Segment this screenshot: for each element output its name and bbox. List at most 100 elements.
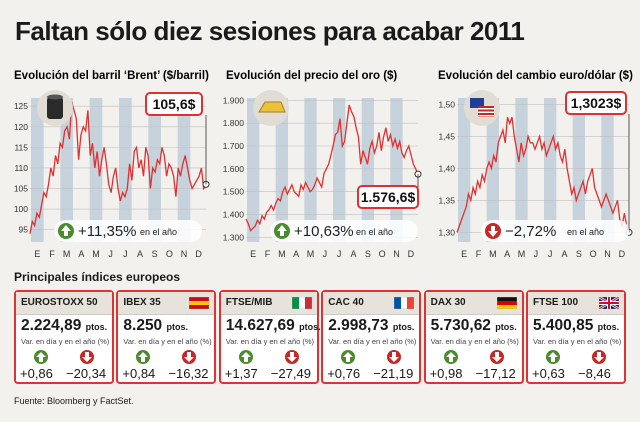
index-points: 8.250 bbox=[123, 317, 163, 334]
month-label: J bbox=[548, 249, 553, 259]
month-label: M bbox=[63, 249, 71, 259]
day-change: +0,98 bbox=[429, 366, 463, 381]
callout-box bbox=[145, 92, 203, 116]
flag-band bbox=[496, 305, 517, 309]
arrow-down-icon bbox=[182, 350, 197, 364]
chart-title: Evolución del precio del oro ($) bbox=[226, 70, 397, 82]
arrow-down-icon bbox=[489, 350, 504, 364]
card-header: FTSE 100 bbox=[528, 292, 624, 315]
us-stripe bbox=[478, 108, 494, 110]
month-label: M bbox=[489, 249, 497, 259]
month-label: A bbox=[137, 249, 143, 259]
variation-caption: Var. en día y en el año (%) bbox=[225, 337, 315, 346]
arrow-glyph bbox=[548, 352, 558, 362]
arrow-up-icon bbox=[34, 350, 48, 364]
callout-box bbox=[565, 91, 627, 115]
month-label: S bbox=[576, 249, 582, 259]
month-band bbox=[275, 98, 288, 242]
chart-2: Evolución del precio del oro ($)E F M A M J J A… bbox=[223, 70, 422, 259]
variation-caption: Var. en día y en el año (%) bbox=[533, 337, 622, 346]
month-label: F bbox=[476, 249, 482, 259]
month-band bbox=[31, 98, 44, 242]
series-line bbox=[29, 101, 207, 234]
arrow-glyph bbox=[240, 352, 251, 362]
arrow-shape bbox=[240, 352, 251, 362]
callout-value: 1,3023$ bbox=[571, 95, 622, 111]
arrow-glyph bbox=[138, 352, 149, 362]
germany-flag-icon bbox=[496, 297, 517, 309]
index-value: 14.627,69 ptos. bbox=[226, 317, 321, 335]
tick-label: 1,30 bbox=[438, 227, 455, 237]
index-name: FTSE 100 bbox=[533, 297, 579, 308]
month-label: A bbox=[350, 249, 356, 259]
arrow-glyph bbox=[61, 225, 71, 236]
tick-label: 1.800 bbox=[223, 118, 245, 128]
month-label: A bbox=[504, 249, 510, 259]
variation-caption: Var. en día y en el año (%) bbox=[430, 337, 519, 346]
month-band bbox=[247, 98, 260, 242]
month-band bbox=[572, 98, 585, 242]
month-band bbox=[486, 98, 499, 242]
month-band bbox=[177, 98, 191, 242]
index-unit: ptos. bbox=[495, 322, 517, 332]
index-unit: ptos. bbox=[392, 322, 415, 332]
arrow-shape bbox=[138, 352, 149, 362]
index-name: EUROSTOXX 50 bbox=[21, 297, 98, 308]
month-label: S bbox=[365, 249, 371, 259]
us-stripe bbox=[478, 111, 494, 113]
eu-flag bbox=[470, 98, 484, 108]
callout-box bbox=[357, 185, 419, 209]
month-label: O bbox=[379, 249, 386, 259]
month-label: E bbox=[34, 249, 40, 259]
variation-caption: Var. en día y en el año (%) bbox=[21, 337, 110, 346]
index-points: 2.224,89 bbox=[21, 317, 82, 334]
arrow-up-icon bbox=[136, 350, 151, 364]
month-band bbox=[515, 98, 528, 242]
day-change: +0,84 bbox=[122, 366, 156, 381]
tick-label: 1.300 bbox=[223, 232, 245, 242]
year-change: −21,19 bbox=[373, 366, 414, 381]
arrow-glyph bbox=[594, 352, 604, 362]
index-points: 2.998,73 bbox=[328, 317, 389, 334]
index-name: FTSE/MIB bbox=[225, 297, 273, 308]
callout-value: 1.576,6$ bbox=[361, 189, 416, 205]
index-name: DAX 30 bbox=[430, 297, 466, 308]
chart-title: Evolución del barril ‘Brent’ ($/barril) bbox=[14, 70, 209, 82]
month-label: A bbox=[561, 249, 567, 259]
barrel-body bbox=[47, 97, 63, 119]
source-note: Fuente: Bloomberg y FactSet. bbox=[14, 396, 134, 406]
barrel-top bbox=[47, 94, 63, 100]
month-label: N bbox=[181, 249, 188, 259]
change-value: +11,35% bbox=[78, 223, 137, 240]
month-label: S bbox=[152, 249, 158, 259]
callout-value: 105,6$ bbox=[153, 96, 196, 112]
flag-band bbox=[189, 297, 210, 301]
change-pill bbox=[54, 220, 202, 242]
arrow-glyph bbox=[491, 352, 502, 362]
arrow-shape bbox=[445, 352, 456, 362]
index-card: EUROSTOXX 50 2.224,89 ptos. Var. en día … bbox=[14, 290, 114, 384]
month-label: M bbox=[518, 249, 526, 259]
arrow-glyph bbox=[184, 352, 195, 362]
month-label: A bbox=[78, 249, 84, 259]
day-change: +0,86 bbox=[20, 366, 53, 381]
arrow-shape bbox=[594, 352, 604, 362]
index-card: IBEX 35 8.250 ptos. Var. en día y en el … bbox=[116, 290, 217, 384]
arrow-glyph bbox=[36, 352, 46, 362]
flag-band bbox=[291, 297, 299, 309]
variation-caption: Var. en día y en el año (%) bbox=[328, 337, 417, 346]
arrow-glyph bbox=[277, 225, 287, 236]
france-flag-icon bbox=[394, 297, 415, 309]
arrow-shape bbox=[82, 352, 92, 362]
month-label: N bbox=[393, 249, 400, 259]
day-change: +0,76 bbox=[327, 366, 361, 381]
month-label: M bbox=[307, 249, 315, 259]
arrow-up-icon bbox=[341, 350, 356, 364]
tick-label: 95 bbox=[19, 225, 29, 235]
arrow-up-icon bbox=[546, 350, 560, 364]
series-line bbox=[456, 116, 630, 233]
arrow-shape bbox=[548, 352, 558, 362]
tick-label: 105 bbox=[14, 184, 28, 194]
change-pill bbox=[270, 220, 418, 242]
